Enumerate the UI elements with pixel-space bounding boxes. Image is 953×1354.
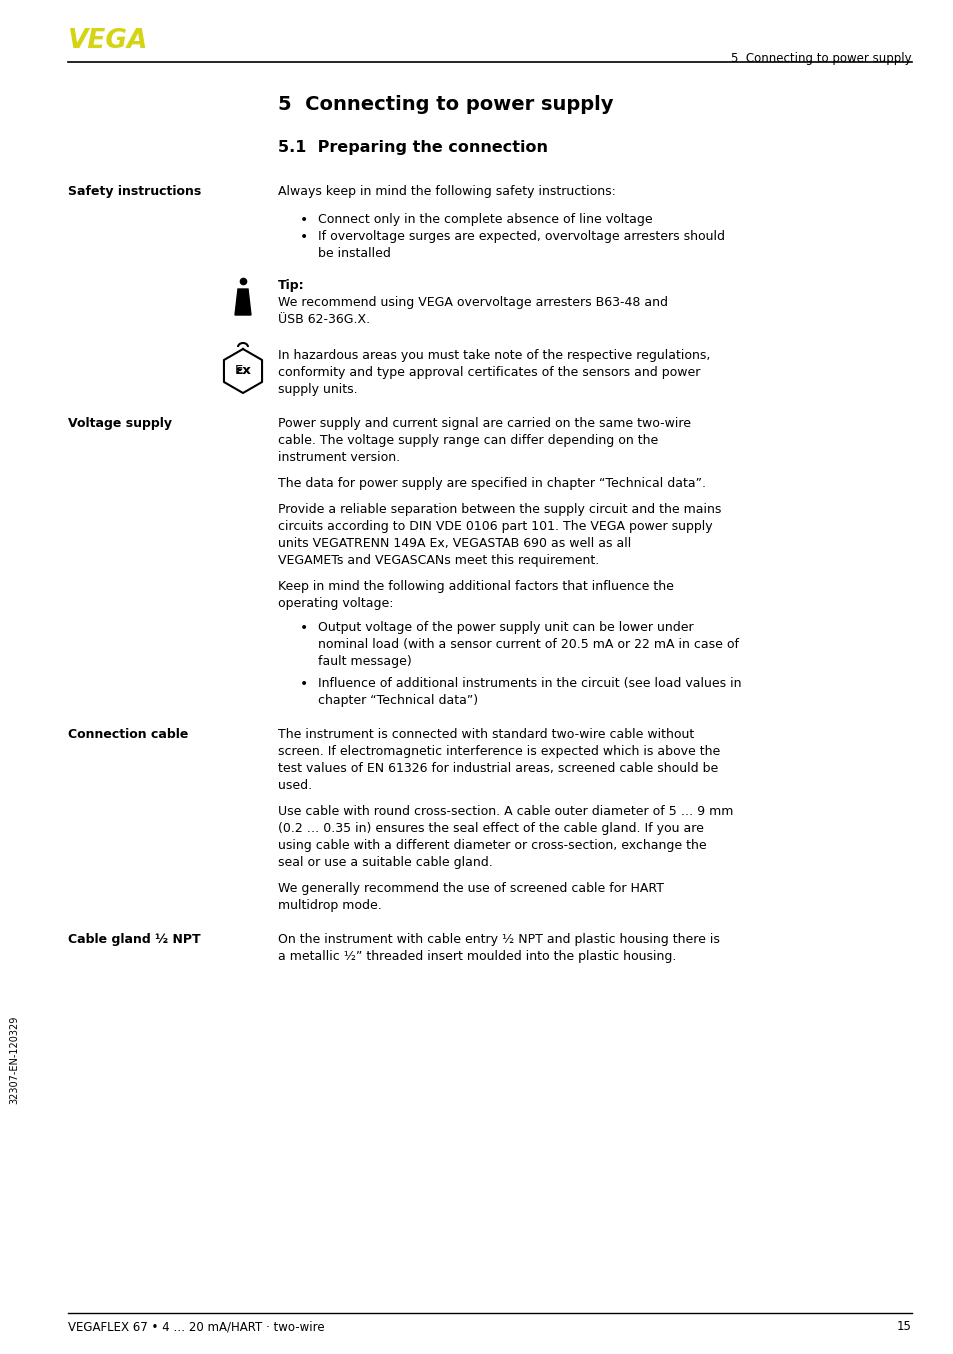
Text: Influence of additional instruments in the circuit (see load values in: Influence of additional instruments in t… [317, 677, 740, 691]
Text: nominal load (with a sensor current of 20.5 mA or 22 mA in case of: nominal load (with a sensor current of 2… [317, 638, 739, 651]
Text: (0.2 … 0.35 in) ensures the seal effect of the cable gland. If you are: (0.2 … 0.35 in) ensures the seal effect … [277, 822, 703, 835]
Text: VEGAFLEX 67 • 4 … 20 mA/HART · two-wire: VEGAFLEX 67 • 4 … 20 mA/HART · two-wire [68, 1320, 324, 1332]
Text: used.: used. [277, 779, 312, 792]
Text: seal or use a suitable cable gland.: seal or use a suitable cable gland. [277, 856, 493, 869]
Text: Tip:: Tip: [277, 279, 304, 292]
Text: operating voltage:: operating voltage: [277, 597, 393, 611]
Text: Output voltage of the power supply unit can be lower under: Output voltage of the power supply unit … [317, 621, 693, 634]
Text: εx: εx [234, 363, 251, 376]
Text: test values of EN 61326 for industrial areas, screened cable should be: test values of EN 61326 for industrial a… [277, 762, 718, 774]
Text: fault message): fault message) [317, 655, 412, 668]
Text: using cable with a different diameter or cross-section, exchange the: using cable with a different diameter or… [277, 839, 706, 852]
Text: 5.1  Preparing the connection: 5.1 Preparing the connection [277, 139, 547, 154]
Text: We recommend using VEGA overvoltage arresters B63-48 and: We recommend using VEGA overvoltage arre… [277, 297, 667, 309]
Text: If overvoltage surges are expected, overvoltage arresters should: If overvoltage surges are expected, over… [317, 230, 724, 242]
Text: We generally recommend the use of screened cable for HART: We generally recommend the use of screen… [277, 881, 663, 895]
Text: chapter “Technical data”): chapter “Technical data”) [317, 695, 477, 707]
Text: Use cable with round cross-section. A cable outer diameter of 5 … 9 mm: Use cable with round cross-section. A ca… [277, 806, 733, 818]
Text: conformity and type approval certificates of the sensors and power: conformity and type approval certificate… [277, 366, 700, 379]
Text: cable. The voltage supply range can differ depending on the: cable. The voltage supply range can diff… [277, 435, 658, 447]
Text: multidrop mode.: multidrop mode. [277, 899, 381, 913]
Text: supply units.: supply units. [277, 383, 357, 395]
Text: Connect only in the complete absence of line voltage: Connect only in the complete absence of … [317, 213, 652, 226]
Text: VEGA: VEGA [68, 28, 149, 54]
Text: 5  Connecting to power supply: 5 Connecting to power supply [731, 51, 911, 65]
Text: •: • [299, 677, 308, 691]
Text: be installed: be installed [317, 246, 391, 260]
Text: Connection cable: Connection cable [68, 728, 188, 741]
Text: •: • [299, 230, 308, 244]
Text: The data for power supply are specified in chapter “Technical data”.: The data for power supply are specified … [277, 477, 705, 490]
Text: Cable gland ½ NPT: Cable gland ½ NPT [68, 933, 200, 946]
Text: Ex: Ex [234, 363, 251, 376]
Text: VEGAMETs and VEGASCANs meet this requirement.: VEGAMETs and VEGASCANs meet this require… [277, 554, 598, 567]
Text: Keep in mind the following additional factors that influence the: Keep in mind the following additional fa… [277, 580, 673, 593]
Text: ÜSB 62-36G.X.: ÜSB 62-36G.X. [277, 313, 370, 326]
Text: In hazardous areas you must take note of the respective regulations,: In hazardous areas you must take note of… [277, 349, 710, 362]
Text: 5  Connecting to power supply: 5 Connecting to power supply [277, 95, 613, 114]
Text: Safety instructions: Safety instructions [68, 185, 201, 198]
Text: •: • [299, 621, 308, 635]
Text: Power supply and current signal are carried on the same two-wire: Power supply and current signal are carr… [277, 417, 690, 431]
Polygon shape [234, 288, 251, 315]
Text: a metallic ½” threaded insert moulded into the plastic housing.: a metallic ½” threaded insert moulded in… [277, 951, 676, 963]
Text: 15: 15 [896, 1320, 911, 1332]
Text: units VEGATRENN 149A Ex, VEGASTAB 690 as well as all: units VEGATRENN 149A Ex, VEGASTAB 690 as… [277, 538, 631, 550]
Text: 32307-EN-120329: 32307-EN-120329 [9, 1016, 19, 1105]
Text: circuits according to DIN VDE 0106 part 101. The VEGA power supply: circuits according to DIN VDE 0106 part … [277, 520, 712, 533]
Text: On the instrument with cable entry ½ NPT and plastic housing there is: On the instrument with cable entry ½ NPT… [277, 933, 720, 946]
Text: instrument version.: instrument version. [277, 451, 399, 464]
Text: The instrument is connected with standard two-wire cable without: The instrument is connected with standar… [277, 728, 694, 741]
Text: screen. If electromagnetic interference is expected which is above the: screen. If electromagnetic interference … [277, 745, 720, 758]
Text: Always keep in mind the following safety instructions:: Always keep in mind the following safety… [277, 185, 616, 198]
Text: Provide a reliable separation between the supply circuit and the mains: Provide a reliable separation between th… [277, 502, 720, 516]
Text: Voltage supply: Voltage supply [68, 417, 172, 431]
Text: •: • [299, 213, 308, 227]
